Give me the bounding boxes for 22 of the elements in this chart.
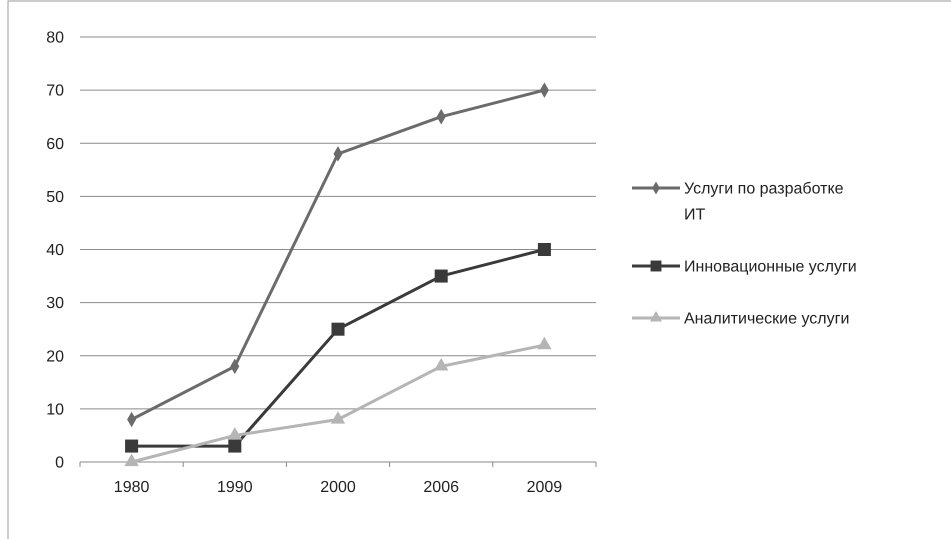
point [538, 242, 551, 256]
x-tick-label: 2000 [320, 479, 356, 496]
x-tick-label: 2006 [423, 479, 460, 496]
legend-label: Инновационные услуги [684, 258, 857, 276]
legend-label: Услуги по разработке ИТ [684, 180, 844, 224]
y-tick-label: 50 [46, 188, 64, 206]
y-tick-label: 60 [46, 136, 64, 153]
point [125, 440, 138, 453]
point [331, 322, 345, 336]
y-tick-label: 0 [55, 454, 64, 472]
y-tick-label: 70 [46, 82, 64, 100]
x-tick-label: 1980 [114, 479, 150, 496]
point [434, 270, 448, 283]
point [228, 440, 242, 453]
y-tick-label: 20 [46, 348, 64, 366]
y-tick-label: 80 [46, 30, 64, 47]
y-tick-label: 10 [46, 401, 64, 418]
y-tick-label: 40 [46, 242, 64, 260]
x-tick-label: 1990 [217, 479, 253, 496]
legend-label: Аналитические услуги [684, 310, 850, 328]
y-tick-label: 30 [46, 295, 64, 312]
x-tick-label: 2009 [526, 479, 562, 496]
